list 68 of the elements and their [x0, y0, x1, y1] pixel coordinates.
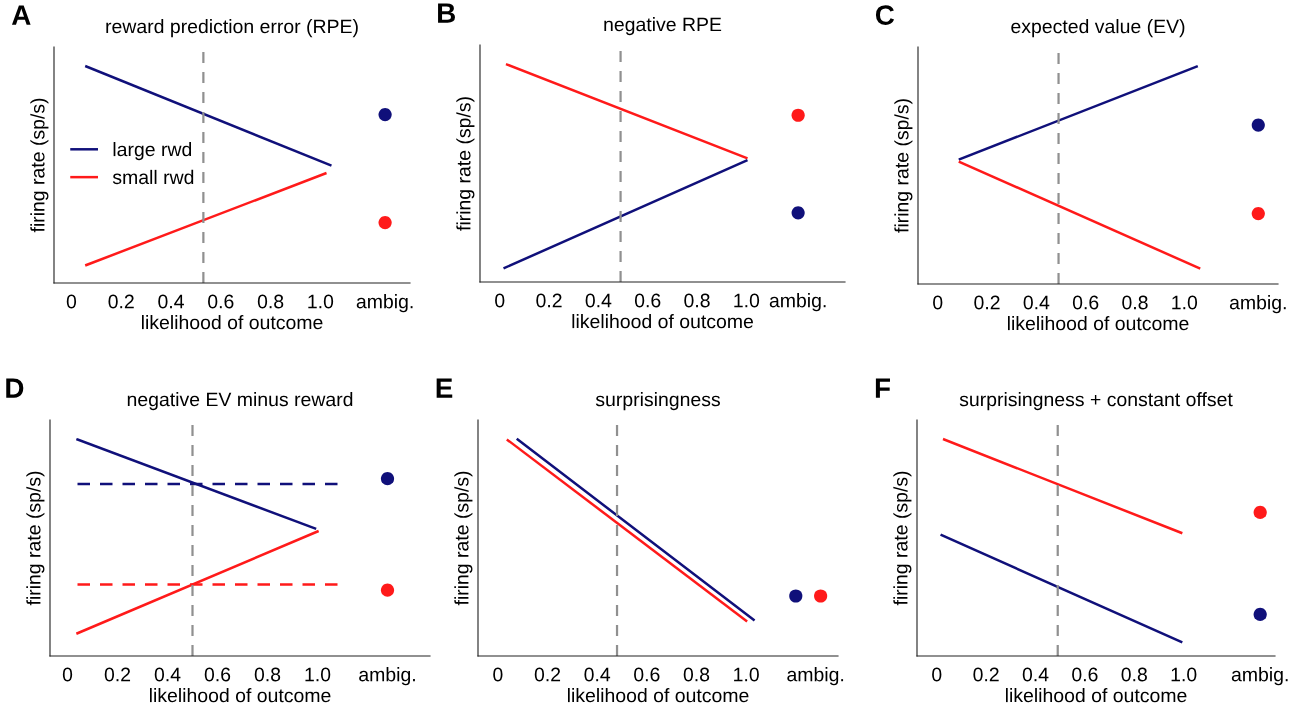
x-tick-label: 0.2: [974, 295, 1000, 310]
x-tick-label: 0: [933, 295, 943, 310]
x-tick-label: 0.4: [584, 667, 611, 682]
x-tick-label: 0.2: [534, 667, 561, 682]
x-tick-label: ambig.: [1229, 295, 1286, 314]
x-tick-label: 0.6: [1072, 295, 1099, 310]
x-axis-title: likelihood of outcome: [567, 688, 749, 703]
x-tick-label: 1.0: [734, 293, 760, 308]
x-tick-label: ambig.: [359, 667, 415, 686]
x-tick-label: 0.8: [684, 293, 710, 308]
chart-title: reward prediction error (RPE): [106, 19, 358, 38]
chart-title: negative EV minus reward: [127, 392, 353, 411]
x-tick-label: 0.6: [204, 667, 231, 682]
x-tick-label: 0.2: [104, 667, 131, 682]
x-tick-label: 0.4: [1022, 667, 1049, 682]
x-tick-label: 0: [932, 667, 942, 682]
x-axis-title: likelihood of outcome: [1007, 316, 1189, 331]
x-tick-label: ambig.: [769, 293, 826, 312]
x-tick-label: 0.8: [1122, 295, 1148, 310]
x-axis-title: likelihood of outcome: [1005, 688, 1187, 703]
y-axis-title: firing rate (sp/s): [30, 98, 49, 233]
y-axis-title: firing rate (sp/s): [454, 471, 473, 606]
x-tick-label: 0.8: [254, 667, 281, 682]
text: A: [11, 5, 31, 25]
x-tick-label: 1.0: [308, 294, 334, 309]
x-tick-label: 0.4: [154, 667, 181, 682]
text: C: [875, 5, 895, 25]
x-tick-label: 0: [495, 293, 505, 308]
chart-title: expected value (EV): [1011, 19, 1185, 38]
text: E: [436, 378, 453, 398]
x-tick-label: 0.8: [257, 294, 284, 309]
x-tick-label: 0.6: [1072, 667, 1098, 682]
x-tick-label: 0.8: [1121, 667, 1147, 682]
x-axis-title: likelihood of outcome: [572, 314, 753, 329]
x-tick-label: 0: [66, 294, 77, 309]
x-tick-label: 0.4: [1023, 295, 1050, 310]
x-tick-label: ambig.: [356, 294, 413, 313]
x-tick-label: 0.2: [536, 293, 562, 308]
x-axis-title: likelihood of outcome: [141, 315, 323, 330]
y-axis-title: firing rate (sp/s): [26, 471, 45, 606]
y-axis-title: firing rate (sp/s): [893, 471, 912, 606]
chart-title: surprisingness + constant offset: [959, 392, 1233, 411]
y-axis-title: firing rate (sp/s): [456, 97, 475, 231]
x-tick-label: 0.8: [683, 667, 710, 682]
x-tick-label: 0: [62, 667, 73, 682]
text: B: [438, 3, 455, 23]
chart-title: surprisingness: [595, 392, 720, 411]
x-tick-label: 1.0: [734, 667, 759, 682]
x-axis-title: likelihood of outcome: [149, 688, 331, 703]
x-tick-label: ambig.: [787, 667, 844, 686]
legend-label: large rwd: [113, 142, 192, 161]
x-tick-label: 0: [493, 667, 503, 682]
x-tick-label: 0.2: [973, 667, 999, 682]
x-tick-label: 0.2: [108, 294, 134, 309]
x-tick-label: 1.0: [305, 667, 331, 682]
x-tick-label: 0.4: [158, 294, 184, 309]
legend-label: small rwd: [112, 169, 194, 185]
x-tick-label: 0.6: [634, 293, 661, 308]
x-tick-label: 0.6: [208, 294, 234, 309]
x-tick-label: 1.0: [1172, 295, 1198, 310]
chart-title: negative RPE: [604, 17, 722, 36]
x-tick-label: 1.0: [1171, 667, 1197, 682]
x-tick-label: 0.4: [585, 293, 612, 308]
x-tick-label: 0.6: [634, 667, 660, 682]
x-tick-label: ambig.: [1231, 667, 1288, 686]
y-axis-title: firing rate (sp/s): [894, 99, 913, 233]
text: F: [875, 378, 890, 398]
text: D: [6, 378, 24, 398]
